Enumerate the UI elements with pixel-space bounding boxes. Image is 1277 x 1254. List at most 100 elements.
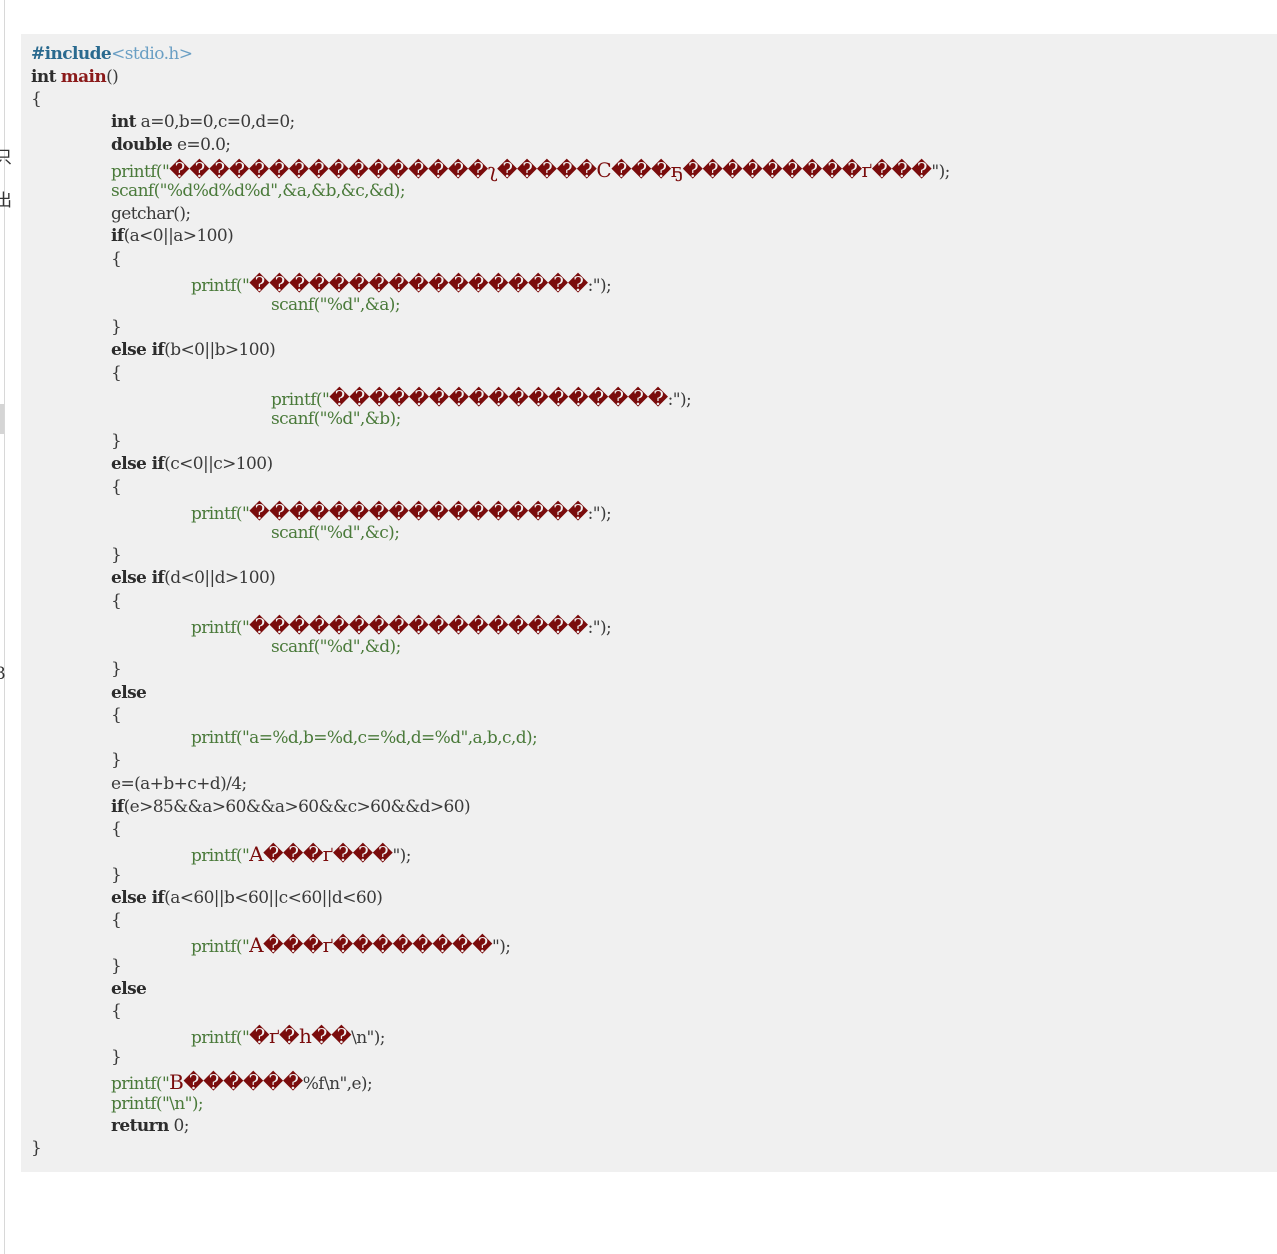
scroll-marker[interactable]	[0, 404, 4, 434]
condition: (a<0||a>100)	[123, 226, 234, 246]
else-if-keyword: else if	[111, 888, 165, 908]
mojibake-string: �����������������	[249, 614, 588, 638]
statement-end: :");	[667, 390, 692, 410]
code-line: if(e>85&&a>60&&a>60&&c>60&&d>60)	[111, 796, 471, 818]
condition: (c<0||c>100)	[164, 454, 273, 474]
open-brace: {	[111, 249, 122, 269]
close-brace: }	[111, 956, 122, 976]
printf-call: printf("	[271, 390, 330, 410]
printf-call: printf("	[111, 1074, 170, 1094]
code-line: double e=0.0;	[111, 134, 231, 156]
open-brace: {	[31, 89, 42, 109]
close-brace: }	[111, 750, 122, 770]
code-line: printf("�����������������:");	[191, 500, 612, 524]
mojibake-string: �����������������	[249, 272, 588, 296]
condition: (e>85&&a>60&&a>60&&c>60&&d>60)	[123, 797, 471, 817]
getchar-line: getchar();	[111, 204, 191, 224]
code-line: printf("B������%f\n",e);	[111, 1070, 373, 1094]
code-line: else if(a<60||b<60||c<60||d<60)	[111, 887, 383, 909]
code-line: int a=0,b=0,c=0,d=0;	[111, 111, 295, 133]
return-keyword: return	[111, 1116, 169, 1136]
printf-call: printf("	[191, 937, 250, 957]
mojibake-string: ����������������ʅ�����C���ҕ���������ґ���	[169, 158, 932, 182]
printf-newline-line: printf("\n");	[111, 1094, 204, 1114]
open-brace: {	[111, 819, 122, 839]
mojibake-string: A���ґ��������	[249, 933, 492, 957]
printf-call: printf("	[191, 618, 250, 638]
statement-end: \n");	[351, 1028, 385, 1048]
declaration: e=0.0;	[172, 135, 231, 155]
statement-end: :");	[587, 504, 612, 524]
parens: ()	[106, 67, 119, 87]
open-brace: {	[111, 705, 122, 725]
printf-call: printf("	[191, 504, 250, 524]
type-keyword: double	[111, 135, 173, 155]
scanf-line: scanf("%d%d%d%d",&a,&b,&c,&d);	[111, 181, 406, 201]
type-keyword: int	[111, 112, 136, 132]
mojibake-string: �����������������	[329, 386, 668, 410]
mojibake-string: B������	[169, 1070, 303, 1094]
close-brace: }	[111, 1047, 122, 1067]
mojibake-string: �ґ�h��	[249, 1024, 352, 1048]
include-keyword: #include	[31, 44, 112, 64]
scanf-line: scanf("%d",&a);	[271, 295, 401, 315]
statement-end: ");	[931, 162, 950, 182]
open-brace: {	[111, 910, 122, 930]
scanf-line: scanf("%d",&b);	[271, 409, 401, 429]
statement-end: ");	[392, 846, 411, 866]
code-line: printf("�����������������:");	[191, 272, 612, 296]
code-line: printf("A���ґ��������");	[191, 933, 511, 957]
function-name: main	[60, 67, 107, 87]
include-target: <stdio.h>	[111, 44, 193, 64]
mojibake-string: A���ґ���	[249, 842, 393, 866]
code-line: else if(c<0||c>100)	[111, 453, 273, 475]
printf-line: printf("a=%d,b=%d,c=%d,d=%d",a,b,c,d);	[191, 728, 538, 748]
edge-glyph: 只	[0, 148, 12, 168]
else-if-keyword: else if	[111, 568, 165, 588]
printf-call: printf("	[111, 162, 170, 182]
code-line: printf("A���ґ���");	[191, 842, 411, 866]
code-line: return 0;	[111, 1115, 189, 1137]
code-line: printf("�����������������:");	[191, 614, 612, 638]
declaration: a=0,b=0,c=0,d=0;	[135, 112, 296, 132]
average-line: e=(a+b+c+d)/4;	[111, 774, 247, 794]
statement-end: %f\n",e);	[302, 1074, 373, 1094]
else-if-keyword: else if	[111, 340, 165, 360]
else-if-keyword: else if	[111, 454, 165, 474]
else-keyword: else	[111, 979, 147, 999]
condition: (d<0||d>100)	[164, 568, 276, 588]
condition: (a<60||b<60||c<60||d<60)	[164, 888, 383, 908]
code-block[interactable]: #include<stdio.h> int main() { int a=0,b…	[21, 34, 1277, 1172]
open-brace: {	[111, 363, 122, 383]
close-brace: }	[111, 317, 122, 337]
code-line: #include<stdio.h>	[31, 43, 193, 65]
code-line: printf("����������������ʅ�����C���ҕ�����…	[111, 158, 950, 182]
printf-call: printf("	[191, 846, 250, 866]
else-keyword: else	[111, 683, 147, 703]
close-brace: }	[111, 431, 122, 451]
mojibake-string: �����������������	[249, 500, 588, 524]
if-keyword: if	[111, 226, 124, 246]
printf-call: printf("	[191, 276, 250, 296]
code-line: else if(b<0||b>100)	[111, 339, 276, 361]
edge-glyph: 3	[0, 664, 6, 684]
edge-glyph: 出	[0, 191, 12, 211]
code-line: int main()	[31, 66, 119, 88]
scanf-line: scanf("%d",&d);	[271, 637, 401, 657]
code-line: printf("�ґ�h��\n");	[191, 1024, 386, 1048]
close-brace: }	[111, 865, 122, 885]
statement-end: :");	[587, 618, 612, 638]
statement-end: :");	[587, 276, 612, 296]
scanf-line: scanf("%d",&c);	[271, 523, 400, 543]
return-value: 0;	[168, 1116, 190, 1136]
code-line: if(a<0||a>100)	[111, 225, 234, 247]
open-brace: {	[111, 1001, 122, 1021]
close-brace: }	[111, 545, 122, 565]
if-keyword: if	[111, 797, 124, 817]
printf-call: printf("	[191, 1028, 250, 1048]
open-brace: {	[111, 477, 122, 497]
code-line: printf("�����������������:");	[271, 386, 692, 410]
statement-end: ");	[491, 937, 511, 957]
close-brace: }	[31, 1138, 42, 1158]
type-keyword: int	[31, 67, 56, 87]
